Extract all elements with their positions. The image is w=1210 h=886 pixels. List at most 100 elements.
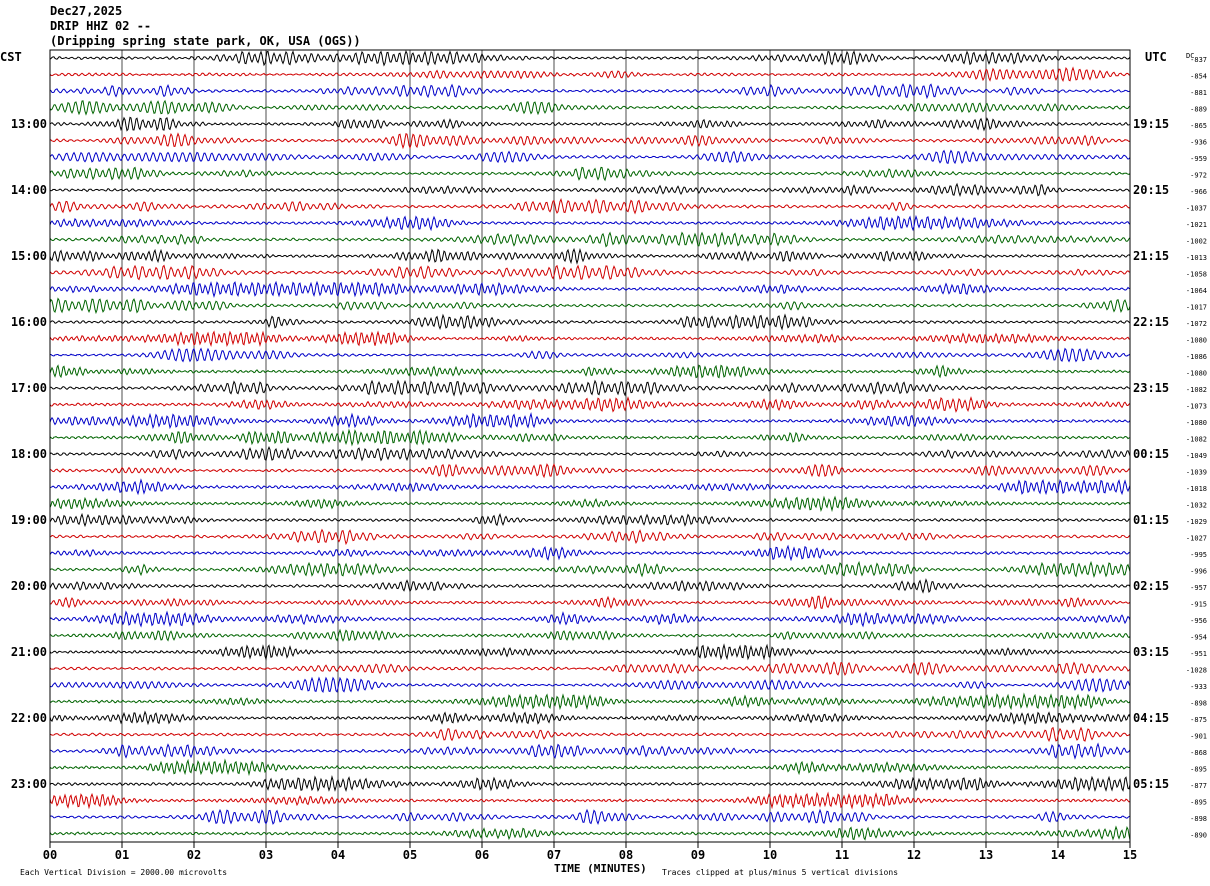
dc-offset-label: -1049 bbox=[1186, 452, 1207, 460]
chart-date: Dec27,2025 bbox=[50, 4, 123, 18]
dc-offset-label: -1058 bbox=[1186, 271, 1207, 279]
trace-row-5 bbox=[49, 132, 1131, 150]
x-tick-label: 12 bbox=[907, 848, 921, 862]
left-axis-label: CST bbox=[0, 50, 22, 64]
dc-offset-label: -1039 bbox=[1186, 469, 1207, 477]
trace-row-45 bbox=[49, 791, 1131, 810]
dc-offset-label: -936 bbox=[1190, 139, 1207, 147]
plot-frame bbox=[49, 49, 1131, 843]
dc-offset-label: -1018 bbox=[1186, 485, 1207, 493]
x-tick-label: 10 bbox=[763, 848, 777, 862]
dc-offset-label: -1082 bbox=[1186, 436, 1207, 444]
trace-row-9 bbox=[49, 197, 1131, 215]
dc-offset-label: -1086 bbox=[1186, 353, 1207, 361]
utc-hour-label: 21:15 bbox=[1133, 249, 1169, 263]
trace-row-16 bbox=[49, 313, 1131, 331]
trace-row-44 bbox=[49, 775, 1131, 793]
utc-hour-label: 01:15 bbox=[1133, 513, 1169, 527]
trace-row-4 bbox=[49, 116, 1131, 132]
utc-hour-label: 03:15 bbox=[1133, 645, 1169, 659]
dc-offset-label: -875 bbox=[1190, 716, 1207, 724]
dc-offset-label: -1002 bbox=[1186, 238, 1207, 246]
x-tick-label: 03 bbox=[259, 848, 273, 862]
dc-offset-label: -1032 bbox=[1186, 502, 1207, 510]
chart-station: DRIP HHZ 02 -- bbox=[50, 19, 152, 33]
utc-hour-label: 23:15 bbox=[1133, 381, 1169, 395]
trace-row-17 bbox=[49, 330, 1131, 348]
x-tick-label: 11 bbox=[835, 848, 849, 862]
trace-row-6 bbox=[49, 149, 1131, 165]
x-tick-label: 07 bbox=[547, 848, 561, 862]
cst-hour-label: 20:00 bbox=[11, 579, 47, 593]
trace-row-26 bbox=[49, 478, 1131, 496]
cst-hour-label: 17:00 bbox=[11, 381, 47, 395]
dc-offset-label: -898 bbox=[1190, 700, 1207, 708]
dc-offset-label: -966 bbox=[1190, 188, 1207, 196]
dc-offset-label: -1073 bbox=[1186, 403, 1207, 411]
trace-row-0 bbox=[49, 50, 1131, 67]
x-tick-label: 15 bbox=[1123, 848, 1137, 862]
trace-row-10 bbox=[49, 214, 1131, 232]
chart-location: (Dripping spring state park, OK, USA (OG… bbox=[50, 34, 361, 48]
x-tick-label: 14 bbox=[1051, 848, 1065, 862]
dc-offset-label: -1072 bbox=[1186, 320, 1207, 328]
dc-offset-label: -1013 bbox=[1186, 254, 1207, 262]
trace-row-34 bbox=[49, 610, 1131, 628]
x-tick-label: 08 bbox=[619, 848, 633, 862]
cst-hour-label: 19:00 bbox=[11, 513, 47, 527]
dc-offset-label: -972 bbox=[1190, 172, 1207, 180]
dc-offset-label: -1028 bbox=[1186, 667, 1207, 675]
trace-row-36 bbox=[49, 643, 1131, 661]
utc-hour-label: 04:15 bbox=[1133, 711, 1169, 725]
dc-offset-label: -1064 bbox=[1186, 287, 1207, 295]
cst-hour-label: 23:00 bbox=[11, 777, 47, 791]
dc-offset-label: -854 bbox=[1190, 73, 1207, 81]
dc-offset-label: -915 bbox=[1190, 601, 1207, 609]
dc-offset-label: -1029 bbox=[1186, 518, 1207, 526]
trace-row-31 bbox=[49, 560, 1131, 578]
trace-row-11 bbox=[49, 231, 1131, 248]
trace-row-32 bbox=[49, 578, 1131, 594]
dc-offset-label: -959 bbox=[1190, 155, 1207, 163]
trace-row-30 bbox=[49, 544, 1131, 562]
utc-hour-label: 19:15 bbox=[1133, 117, 1169, 131]
dc-offset-label: -895 bbox=[1190, 766, 1207, 774]
utc-hour-label: 22:15 bbox=[1133, 315, 1169, 329]
trace-row-46 bbox=[49, 808, 1131, 825]
trace-layer bbox=[49, 50, 1131, 841]
trace-row-38 bbox=[49, 676, 1131, 693]
dc-label: DC bbox=[1186, 52, 1194, 60]
x-tick-label: 09 bbox=[691, 848, 705, 862]
dc-offset-label: -868 bbox=[1190, 749, 1207, 757]
dc-offset-label: -956 bbox=[1190, 617, 1207, 625]
scale-note: Each Vertical Division = 2000.00 microvo… bbox=[20, 868, 228, 877]
label-layer: 00 01 02 03 04 05 06 07 08 09 10 11 12 13 14 15 CST UTC DC… bbox=[0, 50, 1207, 862]
trace-row-40 bbox=[49, 710, 1131, 726]
dc-offset-label: -954 bbox=[1190, 634, 1207, 642]
cst-hour-label: 22:00 bbox=[11, 711, 47, 725]
dc-offset-label: -1021 bbox=[1186, 221, 1207, 229]
dc-offset-label: -957 bbox=[1190, 584, 1207, 592]
dc-offset-label: -865 bbox=[1190, 122, 1207, 130]
trace-row-35 bbox=[49, 628, 1131, 642]
utc-hour-label: 20:15 bbox=[1133, 183, 1169, 197]
trace-row-27 bbox=[49, 495, 1131, 513]
trace-row-43 bbox=[49, 758, 1131, 777]
dc-offset-label: -1082 bbox=[1186, 386, 1207, 394]
utc-hour-label: 05:15 bbox=[1133, 777, 1169, 791]
x-tick-label: 13 bbox=[979, 848, 993, 862]
cst-hour-label: 15:00 bbox=[11, 249, 47, 263]
dc-offset-label: -996 bbox=[1190, 568, 1207, 576]
dc-offset-label: -889 bbox=[1190, 106, 1207, 114]
dc-offset-label: -995 bbox=[1190, 551, 1207, 559]
x-axis-title: TIME (MINUTES) bbox=[554, 862, 647, 875]
utc-hour-label: 02:15 bbox=[1133, 579, 1169, 593]
trace-row-22 bbox=[49, 412, 1131, 430]
cst-hour-label: 14:00 bbox=[11, 183, 47, 197]
cst-hour-label: 21:00 bbox=[11, 645, 47, 659]
dc-offset-label: -1037 bbox=[1186, 205, 1207, 213]
trace-row-25 bbox=[49, 463, 1131, 479]
dc-offset-label: -933 bbox=[1190, 683, 1207, 691]
trace-row-2 bbox=[49, 83, 1131, 100]
trace-row-18 bbox=[49, 347, 1131, 363]
